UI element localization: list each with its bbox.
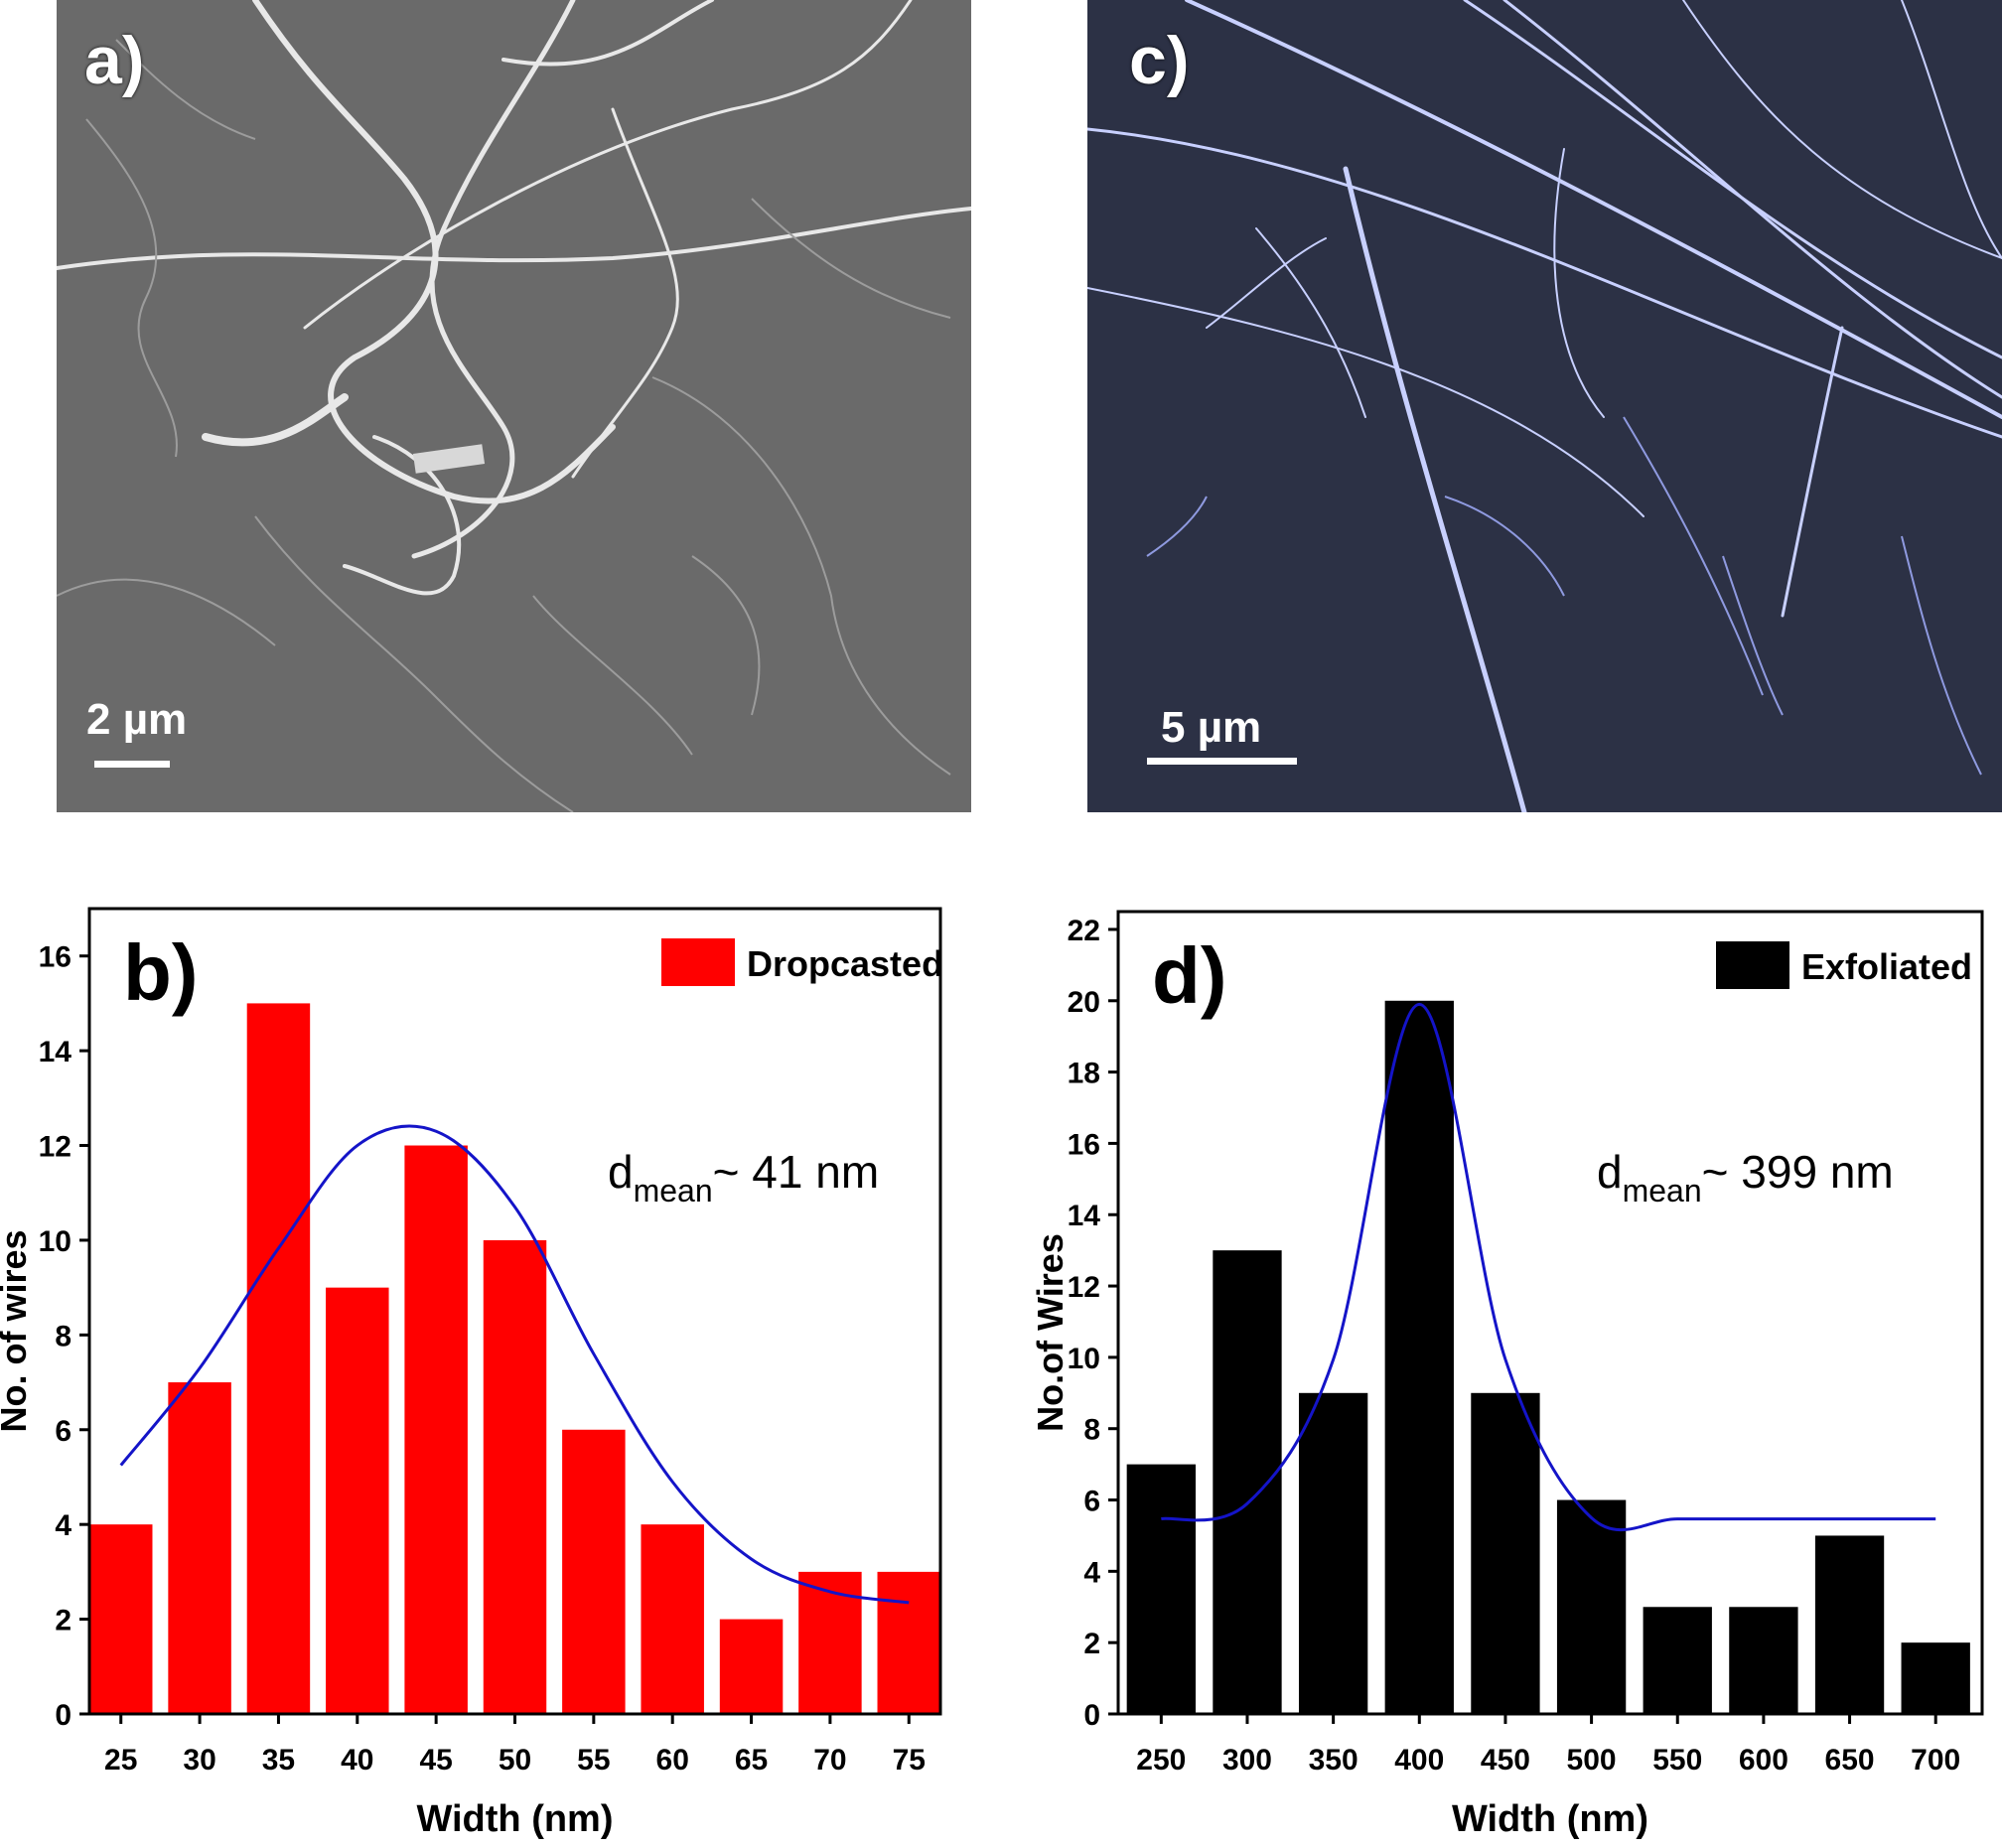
x-tick-label-b-40: 40 [341, 1744, 373, 1777]
x-tick-label-b-25: 25 [104, 1744, 137, 1777]
y-tick-label-b-14: 14 [39, 1036, 72, 1068]
x-tick-label-b-75: 75 [893, 1744, 926, 1777]
y-axis-label-d: No.of Wires [1030, 1233, 1071, 1432]
bar-b-60 [641, 1524, 704, 1714]
y-tick-label-d-22: 22 [1068, 915, 1100, 947]
nanowire-texture-a [57, 0, 971, 812]
fit-curve-d [1161, 1002, 1936, 1532]
x-tick-label-b-45: 45 [419, 1744, 452, 1777]
scale-label-c: 5 µm [1161, 703, 1262, 752]
bar-b-40 [326, 1287, 389, 1714]
y-tick-label-b-0: 0 [55, 1699, 72, 1732]
histogram-b: 0 2 4 6 8 10 12 14 16 25 30 35 40 45 50 55 60 65 70 75 Width… [0, 907, 943, 1840]
nanowire-texture-c [1087, 0, 2002, 812]
plot-frame-d [1116, 910, 1984, 1716]
bar-b-50 [483, 1239, 547, 1714]
annotation-dmean-b: dmean~ 41 nm [608, 1146, 879, 1208]
y-tick-label-d-16: 16 [1068, 1128, 1100, 1161]
y-tick-label-b-16: 16 [39, 941, 72, 974]
bar-b-25 [89, 1524, 153, 1714]
scale-bar-a [94, 761, 170, 768]
legend-label-d: Exfoliated [1801, 946, 1972, 987]
x-axis-label-b: Width (nm) [416, 1798, 613, 1840]
bar-b-30 [168, 1382, 231, 1714]
x-tick-label-b-55: 55 [577, 1744, 610, 1777]
y-tick-label-d-8: 8 [1083, 1414, 1100, 1447]
bar-d-400 [1384, 1000, 1454, 1714]
bar-b-75 [877, 1571, 940, 1714]
y-tick-label-d-14: 14 [1068, 1200, 1101, 1232]
x-tick-label-d-550: 550 [1652, 1744, 1702, 1777]
annotation-dmean-d: dmean~ 399 nm [1597, 1146, 1894, 1208]
y-axis-label-b: No. of wires [0, 1229, 34, 1432]
x-tick-label-b-30: 30 [183, 1744, 215, 1777]
y-tick-label-d-0: 0 [1083, 1699, 1100, 1732]
bar-d-450 [1471, 1392, 1540, 1714]
y-tick-label-d-2: 2 [1083, 1628, 1100, 1660]
bar-d-250 [1126, 1464, 1196, 1714]
x-tick-label-b-60: 60 [656, 1744, 689, 1777]
x-tick-label-b-70: 70 [813, 1744, 846, 1777]
x-tick-label-d-500: 500 [1567, 1744, 1617, 1777]
x-tick-label-d-300: 300 [1222, 1744, 1272, 1777]
x-tick-label-d-700: 700 [1911, 1744, 1960, 1777]
sem-micrograph-a: a) 2 µm [57, 0, 971, 812]
y-tick-label-b-2: 2 [55, 1605, 72, 1637]
x-tick-label-b-50: 50 [499, 1744, 531, 1777]
fit-curve-b [119, 1124, 910, 1605]
x-tick-label-b-65: 65 [735, 1744, 768, 1777]
legend-swatch-b [661, 938, 735, 986]
y-tick-label-d-4: 4 [1083, 1556, 1100, 1589]
annotation-subscript-d: mean [1623, 1173, 1702, 1208]
annotation-subscript-b: mean [634, 1173, 713, 1208]
y-tick-label-d-18: 18 [1068, 1058, 1100, 1090]
panel-label-a: a) [84, 23, 145, 98]
optical-micrograph-c: c) 5 µm [1087, 0, 2002, 812]
legend-label-b: Dropcasted [747, 943, 943, 984]
bar-d-350 [1298, 1392, 1368, 1714]
panel-label-b: b) [123, 928, 199, 1017]
bar-d-700 [1901, 1642, 1970, 1714]
scale-label-a: 2 µm [86, 695, 188, 744]
x-tick-label-d-400: 400 [1394, 1744, 1444, 1777]
panel-label-d: d) [1152, 931, 1227, 1020]
bar-b-45 [404, 1145, 468, 1714]
bar-d-300 [1213, 1250, 1282, 1714]
y-tick-label-b-4: 4 [55, 1509, 72, 1542]
bar-b-55 [562, 1429, 626, 1714]
scale-bar-c [1147, 758, 1297, 765]
x-tick-label-d-350: 350 [1309, 1744, 1358, 1777]
y-tick-label-d-12: 12 [1068, 1271, 1100, 1304]
x-tick-label-d-650: 650 [1825, 1744, 1875, 1777]
y-tick-label-b-8: 8 [55, 1320, 72, 1352]
x-tick-label-d-450: 450 [1481, 1744, 1530, 1777]
y-tick-label-b-12: 12 [39, 1131, 72, 1164]
y-tick-label-d-10: 10 [1068, 1343, 1100, 1375]
annotation-value-b: ~ 41 nm [713, 1146, 880, 1198]
bar-b-65 [719, 1619, 784, 1714]
panel-label-c: c) [1129, 23, 1190, 98]
annotation-value-d: ~ 399 nm [1702, 1146, 1894, 1198]
bar-b-35 [246, 1003, 311, 1714]
annotation-d-b: d [608, 1146, 634, 1198]
x-tick-label-d-250: 250 [1136, 1744, 1186, 1777]
y-tick-label-b-10: 10 [39, 1225, 72, 1258]
y-tick-label-d-6: 6 [1083, 1486, 1100, 1518]
bar-d-500 [1556, 1499, 1627, 1714]
x-tick-label-d-600: 600 [1739, 1744, 1788, 1777]
bar-d-650 [1814, 1535, 1885, 1714]
y-tick-label-b-6: 6 [55, 1415, 72, 1448]
bar-d-550 [1643, 1607, 1712, 1714]
bar-d-600 [1729, 1607, 1798, 1714]
y-tick-label-d-20: 20 [1068, 986, 1100, 1019]
legend-swatch-d [1716, 941, 1789, 989]
annotation-d-d: d [1597, 1146, 1623, 1198]
x-tick-label-b-35: 35 [262, 1744, 295, 1777]
x-axis-label-d: Width (nm) [1452, 1798, 1648, 1840]
